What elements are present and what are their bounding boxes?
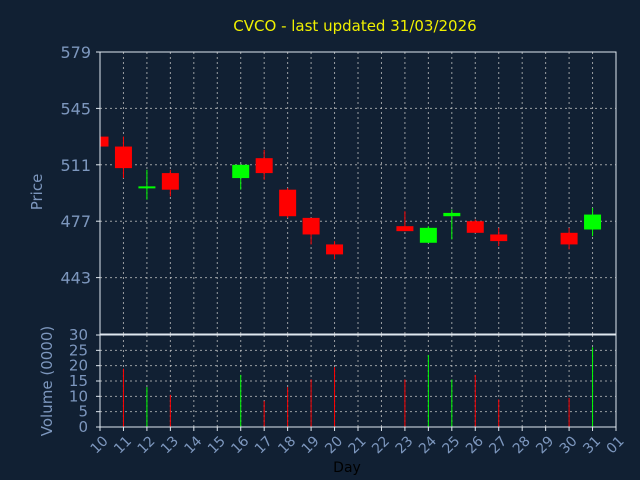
x-tick-label: 11 [111, 433, 135, 457]
candle-12 [138, 169, 156, 200]
candle-body [138, 186, 156, 189]
x-tick-label: 17 [252, 433, 276, 457]
candle-18 [279, 188, 297, 218]
x-tick-label: 26 [463, 433, 487, 457]
x-tick-label: 23 [393, 433, 417, 457]
volume-tick-label: 5 [78, 403, 88, 421]
price-ticks: 579 545 511 477 443 [60, 43, 100, 288]
x-tick-label: 24 [416, 433, 440, 457]
x-tick-label: 16 [228, 433, 252, 457]
x-tick-label: 29 [533, 433, 557, 457]
candle-body [419, 227, 437, 243]
candle-body [326, 244, 344, 255]
x-tick-label: 18 [275, 433, 299, 457]
candle-body [114, 146, 132, 169]
x-tick-label: 20 [322, 433, 346, 457]
candle-16 [232, 164, 250, 190]
candle-24 [419, 226, 437, 243]
volume-bars [122, 347, 594, 427]
candle-17 [255, 149, 273, 180]
x-tick-label: 13 [158, 433, 182, 457]
candle-25 [443, 209, 461, 240]
candle-body [396, 226, 414, 232]
x-tick-label: 21 [346, 433, 370, 457]
price-tick-label: 579 [60, 43, 91, 62]
candle-30 [560, 227, 578, 250]
volume-tick-label: 10 [69, 387, 88, 405]
x-tick-label: 15 [205, 433, 229, 457]
chart-title: CVCO - last updated 31/03/2026 [233, 17, 476, 35]
x-tick-label: 01 [604, 433, 628, 457]
candle-body [161, 173, 179, 190]
price-tick-label: 477 [60, 212, 91, 231]
candle-body [443, 212, 461, 217]
candle-body [255, 158, 273, 174]
candle-body [584, 214, 602, 230]
candle-body [232, 164, 250, 179]
candle-26 [466, 219, 484, 233]
candle-27 [490, 227, 508, 247]
grid-lines [100, 51, 617, 427]
x-tick-label: 22 [369, 433, 393, 457]
x-tick-label: 19 [299, 433, 323, 457]
price-tick-label: 511 [60, 156, 91, 175]
volume-axis-label: Volume (0000) [38, 326, 56, 436]
x-tick-label: 14 [182, 433, 206, 457]
x-tick-label: 12 [135, 433, 159, 457]
candle-body [279, 189, 297, 217]
candle-body [490, 234, 508, 242]
volume-tick-label: 30 [69, 326, 88, 344]
volume-tick-label: 15 [69, 372, 88, 390]
x-axis-label: Day [333, 460, 361, 476]
candle-body [100, 136, 109, 147]
price-axis-label: Price [28, 174, 46, 211]
candle-31 [584, 207, 602, 237]
candle-body [302, 217, 320, 235]
price-panel-frame [99, 51, 617, 335]
candle-23 [396, 211, 414, 232]
candle-10 [99, 136, 109, 147]
x-tick-label: 31 [580, 433, 604, 457]
candle-body [560, 232, 578, 245]
candle-19 [302, 217, 320, 245]
price-tick-label: 443 [60, 269, 91, 288]
x-tick-label: 25 [440, 433, 464, 457]
volume-tick-label: 20 [69, 357, 88, 375]
candle-11 [114, 136, 132, 179]
volume-tick-label: 0 [78, 418, 88, 436]
candle-20 [326, 241, 344, 260]
candle-13 [161, 169, 179, 197]
price-tick-label: 545 [60, 99, 91, 118]
x-ticks: 10 11 12 13 14 15 16 17 18 19 20 21 22 23 24 25 26 27 28 29… [88, 427, 628, 457]
volume-tick-label: 25 [69, 341, 88, 359]
candles [99, 136, 602, 260]
x-tick-label: 27 [486, 433, 510, 457]
x-tick-label: 30 [557, 433, 581, 457]
candle-body [466, 221, 484, 233]
x-tick-label: 28 [510, 433, 534, 457]
x-tick-label: 10 [88, 433, 112, 457]
